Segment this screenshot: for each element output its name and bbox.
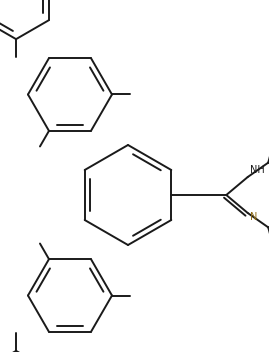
Text: NH: NH [250,165,264,175]
Text: N: N [250,212,257,222]
